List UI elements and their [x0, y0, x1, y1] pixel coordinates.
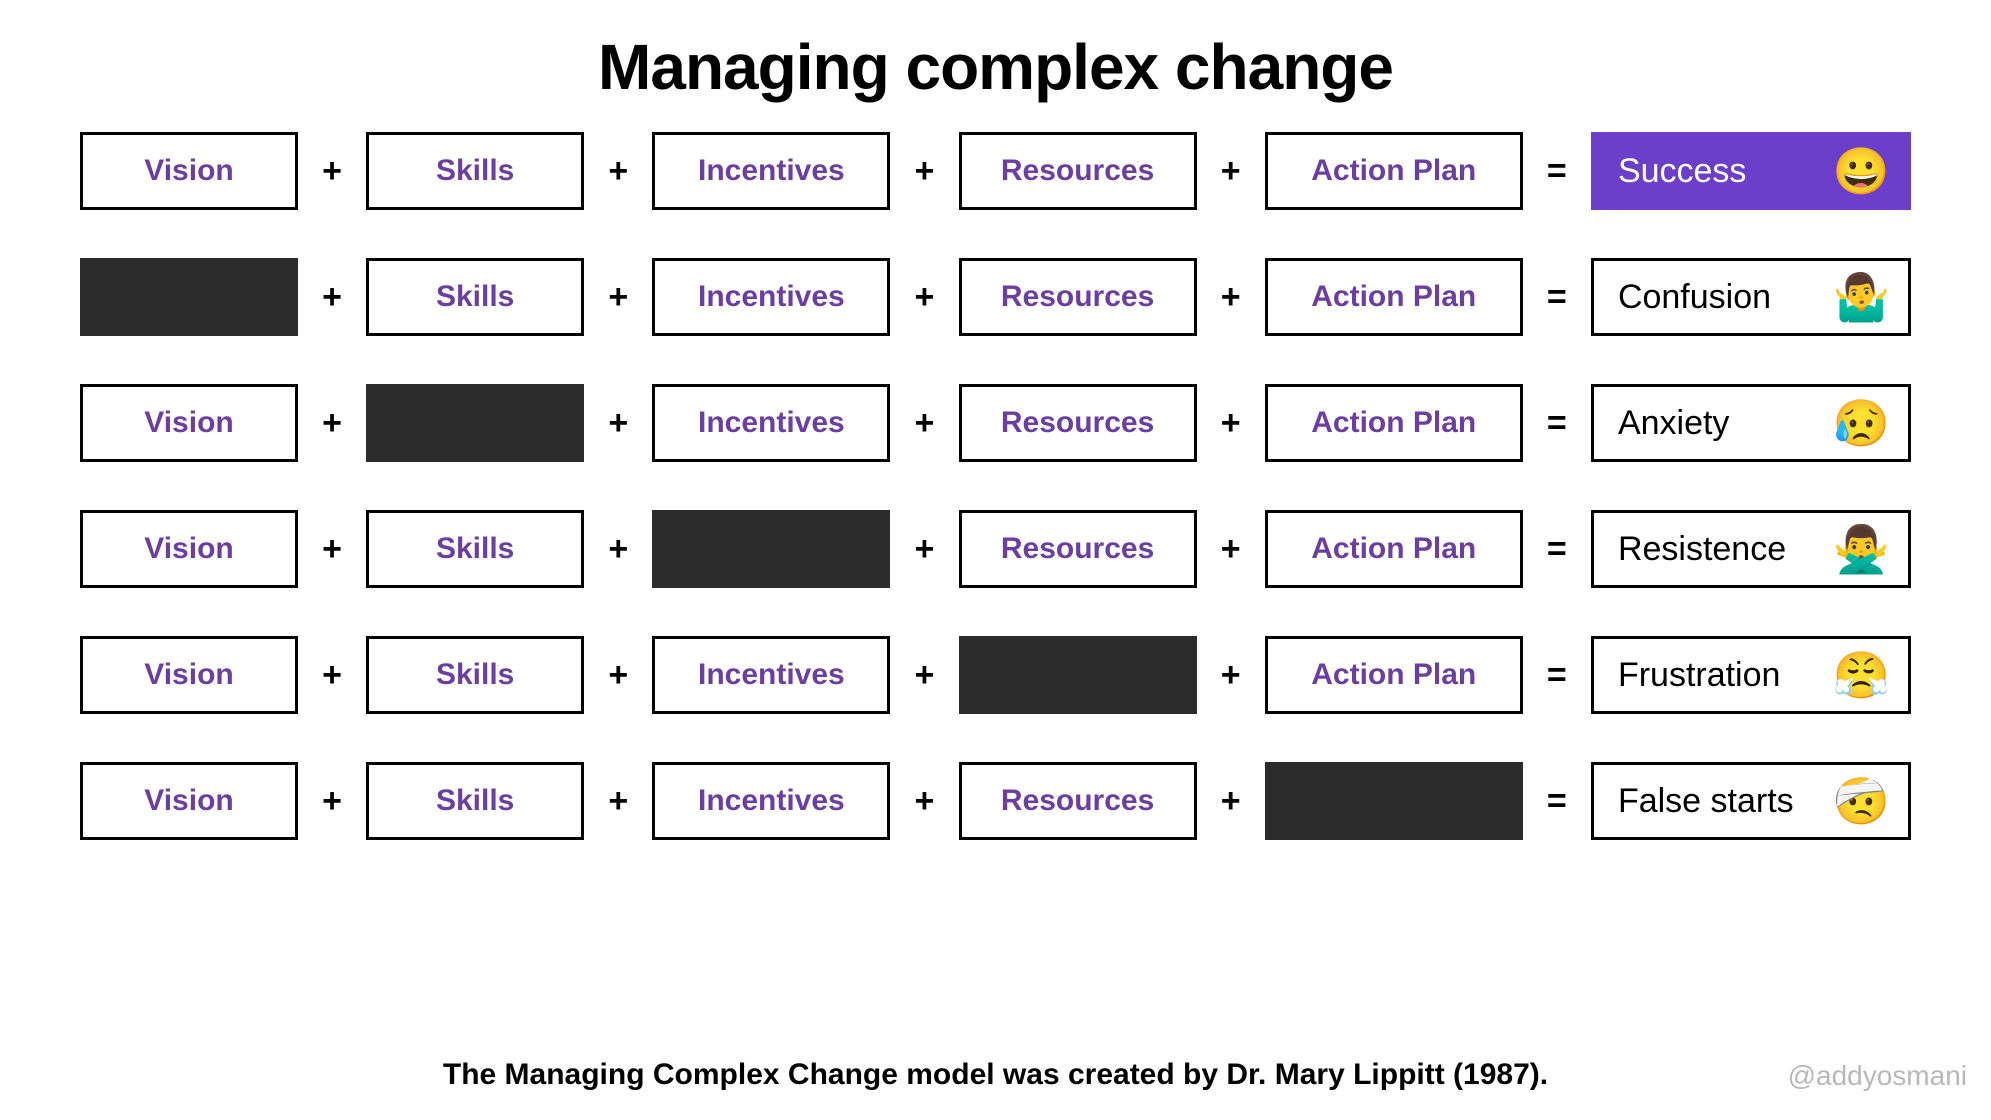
equals-operator: = — [1535, 404, 1579, 443]
component-box: Skills — [366, 132, 584, 210]
plus-operator: + — [1209, 278, 1253, 317]
result-emoji-icon: 😀 — [1833, 148, 1890, 194]
component-box: Vision — [80, 762, 298, 840]
plus-operator: + — [1209, 152, 1253, 191]
result-box: Frustration 😤 — [1591, 636, 1911, 714]
result-label: Success — [1618, 152, 1747, 191]
component-box: Skills — [366, 510, 584, 588]
equals-operator: = — [1535, 530, 1579, 569]
result-label: Frustration — [1618, 656, 1781, 695]
component-box: Action Plan — [1265, 510, 1523, 588]
component-box: Resources — [959, 762, 1197, 840]
component-box: Incentives — [652, 384, 890, 462]
component-box: Action Plan — [1265, 258, 1523, 336]
component-box: Skills — [366, 636, 584, 714]
result-emoji-icon: 🤷‍♂️ — [1833, 274, 1890, 320]
result-label: Confusion — [1618, 278, 1771, 317]
change-model-diagram: Managing complex change Vision + Skills + In… — [0, 0, 1991, 1120]
attribution-footer: The Managing Complex Change model was cr… — [0, 1058, 1991, 1092]
component-missing — [366, 384, 584, 462]
result-box: False starts 🤕 — [1591, 762, 1911, 840]
component-box: Action Plan — [1265, 132, 1523, 210]
equation-grid: Vision + Skills + Incentives + Resources + Actio… — [80, 132, 1911, 840]
result-box: Anxiety 😥 — [1591, 384, 1911, 462]
plus-operator: + — [1209, 782, 1253, 821]
component-box: Incentives — [652, 636, 890, 714]
result-box: Success 😀 — [1591, 132, 1911, 210]
plus-operator: + — [902, 152, 946, 191]
plus-operator: + — [596, 656, 640, 695]
component-box: Vision — [80, 132, 298, 210]
component-missing — [80, 258, 298, 336]
component-box: Incentives — [652, 258, 890, 336]
equation-row: + Skills + Incentives + Resources + Action Plan… — [80, 258, 1911, 336]
component-missing — [652, 510, 890, 588]
result-emoji-icon: 🙅‍♂️ — [1833, 526, 1890, 572]
plus-operator: + — [596, 278, 640, 317]
component-missing — [959, 636, 1197, 714]
plus-operator: + — [902, 656, 946, 695]
component-box: Skills — [366, 762, 584, 840]
result-label: Anxiety — [1618, 404, 1730, 443]
equals-operator: = — [1535, 152, 1579, 191]
component-box: Incentives — [652, 762, 890, 840]
component-box: Skills — [366, 258, 584, 336]
plus-operator: + — [310, 404, 354, 443]
component-box: Resources — [959, 258, 1197, 336]
component-box: Vision — [80, 384, 298, 462]
equation-row: Vision + Skills + Incentives + + Action Plan = Fr… — [80, 636, 1911, 714]
result-emoji-icon: 😤 — [1833, 652, 1890, 698]
result-emoji-icon: 😥 — [1833, 400, 1890, 446]
plus-operator: + — [1209, 404, 1253, 443]
plus-operator: + — [310, 278, 354, 317]
equation-row: Vision + + Incentives + Resources + Action Plan… — [80, 384, 1911, 462]
component-box: Incentives — [652, 132, 890, 210]
author-handle: @addyosmani — [1788, 1060, 1967, 1092]
plus-operator: + — [1209, 656, 1253, 695]
result-box: Confusion 🤷‍♂️ — [1591, 258, 1911, 336]
result-box: Resistence 🙅‍♂️ — [1591, 510, 1911, 588]
equals-operator: = — [1535, 782, 1579, 821]
page-title: Managing complex change — [80, 30, 1911, 104]
equation-row: Vision + Skills + + Resources + Action Plan = Res… — [80, 510, 1911, 588]
component-box: Resources — [959, 384, 1197, 462]
plus-operator: + — [902, 278, 946, 317]
component-box: Vision — [80, 510, 298, 588]
plus-operator: + — [310, 782, 354, 821]
plus-operator: + — [310, 152, 354, 191]
equals-operator: = — [1535, 656, 1579, 695]
plus-operator: + — [902, 530, 946, 569]
plus-operator: + — [902, 782, 946, 821]
equation-row: Vision + Skills + Incentives + Resources + Actio… — [80, 132, 1911, 210]
result-label: Resistence — [1618, 530, 1786, 569]
equals-operator: = — [1535, 278, 1579, 317]
result-emoji-icon: 🤕 — [1833, 778, 1890, 824]
plus-operator: + — [310, 530, 354, 569]
component-box: Vision — [80, 636, 298, 714]
component-box: Resources — [959, 132, 1197, 210]
plus-operator: + — [596, 782, 640, 821]
component-box: Resources — [959, 510, 1197, 588]
equation-row: Vision + Skills + Incentives + Resources + = Fals… — [80, 762, 1911, 840]
component-box: Action Plan — [1265, 636, 1523, 714]
component-box: Action Plan — [1265, 384, 1523, 462]
plus-operator: + — [1209, 530, 1253, 569]
plus-operator: + — [596, 404, 640, 443]
plus-operator: + — [596, 152, 640, 191]
plus-operator: + — [310, 656, 354, 695]
plus-operator: + — [902, 404, 946, 443]
component-missing — [1265, 762, 1523, 840]
result-label: False starts — [1618, 782, 1794, 821]
plus-operator: + — [596, 530, 640, 569]
